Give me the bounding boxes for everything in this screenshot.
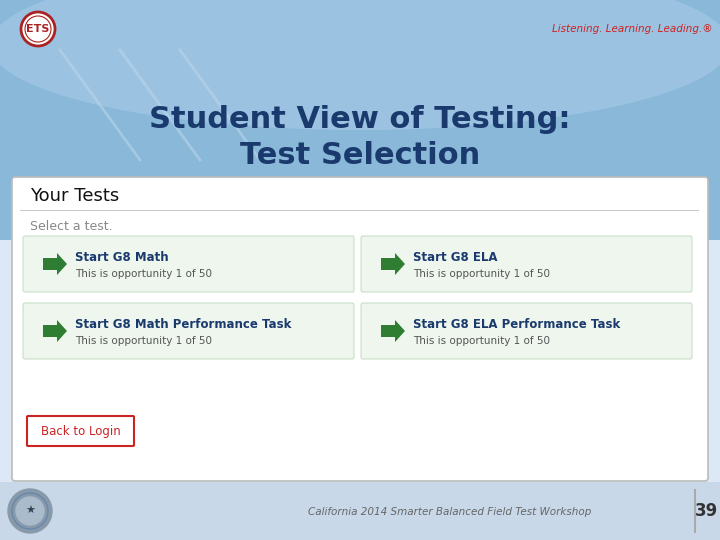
Text: This is opportunity 1 of 50: This is opportunity 1 of 50 <box>413 269 550 279</box>
Text: Listening. Learning. Leading.®: Listening. Learning. Leading.® <box>552 24 713 34</box>
Text: This is opportunity 1 of 50: This is opportunity 1 of 50 <box>75 336 212 346</box>
FancyBboxPatch shape <box>12 177 708 481</box>
Circle shape <box>21 12 55 46</box>
Text: Start G8 ELA Performance Task: Start G8 ELA Performance Task <box>413 318 620 330</box>
Text: California 2014 Smarter Balanced Field Test Workshop: California 2014 Smarter Balanced Field T… <box>308 507 592 517</box>
Polygon shape <box>43 320 67 342</box>
Polygon shape <box>381 320 405 342</box>
Text: Start G8 ELA: Start G8 ELA <box>413 251 498 264</box>
Text: Start G8 Math Performance Task: Start G8 Math Performance Task <box>75 318 292 330</box>
FancyBboxPatch shape <box>0 0 720 50</box>
Text: ★: ★ <box>25 506 35 516</box>
Text: Test Selection: Test Selection <box>240 140 480 170</box>
FancyBboxPatch shape <box>27 416 134 446</box>
FancyBboxPatch shape <box>361 303 692 359</box>
Ellipse shape <box>0 0 720 130</box>
Text: 39: 39 <box>696 502 719 520</box>
FancyBboxPatch shape <box>361 236 692 292</box>
Text: This is opportunity 1 of 50: This is opportunity 1 of 50 <box>75 269 212 279</box>
Polygon shape <box>381 253 405 275</box>
Text: This is opportunity 1 of 50: This is opportunity 1 of 50 <box>413 336 550 346</box>
Circle shape <box>16 497 44 525</box>
FancyBboxPatch shape <box>0 40 720 240</box>
Text: Student View of Testing:: Student View of Testing: <box>149 105 571 134</box>
Text: Back to Login: Back to Login <box>40 424 120 437</box>
FancyBboxPatch shape <box>23 236 354 292</box>
Text: Select a test.: Select a test. <box>30 219 112 233</box>
FancyBboxPatch shape <box>0 482 720 540</box>
Ellipse shape <box>0 0 720 160</box>
Polygon shape <box>43 253 67 275</box>
FancyBboxPatch shape <box>23 303 354 359</box>
Text: Start G8 Math: Start G8 Math <box>75 251 168 264</box>
Text: Your Tests: Your Tests <box>30 187 120 205</box>
Circle shape <box>8 489 52 533</box>
Text: ETS: ETS <box>27 24 50 34</box>
